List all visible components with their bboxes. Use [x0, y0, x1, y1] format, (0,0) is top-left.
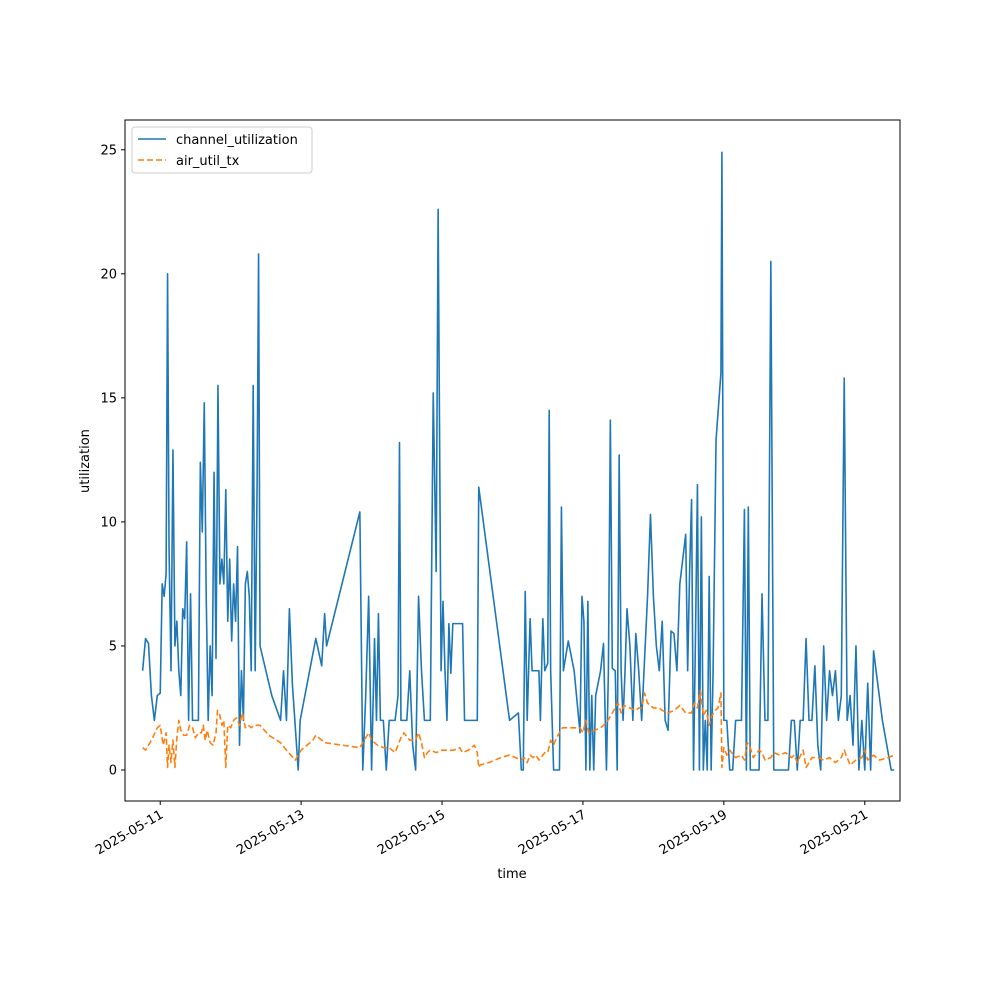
legend-label-air-util-tx: air_util_tx — [176, 154, 240, 169]
x-axis-label: time — [497, 867, 526, 882]
legend-frame — [131, 126, 313, 174]
series-line-air-util-tx — [142, 689, 895, 769]
y-axis-label: utilization — [78, 429, 93, 493]
y-tick-label: 20 — [100, 267, 117, 282]
series-layer — [141, 151, 895, 771]
y-tick-label: 15 — [100, 391, 117, 406]
y-tick-label: 25 — [100, 143, 117, 158]
y-tick-label: 0 — [109, 763, 117, 778]
y-axis: 0 5 10 15 20 25 — [100, 143, 125, 778]
series-line-channel-utilization — [141, 151, 895, 771]
y-tick-label: 10 — [100, 515, 117, 530]
legend: channel_utilization air_util_tx — [131, 126, 313, 174]
y-tick-label: 5 — [109, 639, 117, 654]
legend-label-channel-utilization: channel_utilization — [176, 133, 298, 148]
plot-frame — [124, 119, 901, 802]
